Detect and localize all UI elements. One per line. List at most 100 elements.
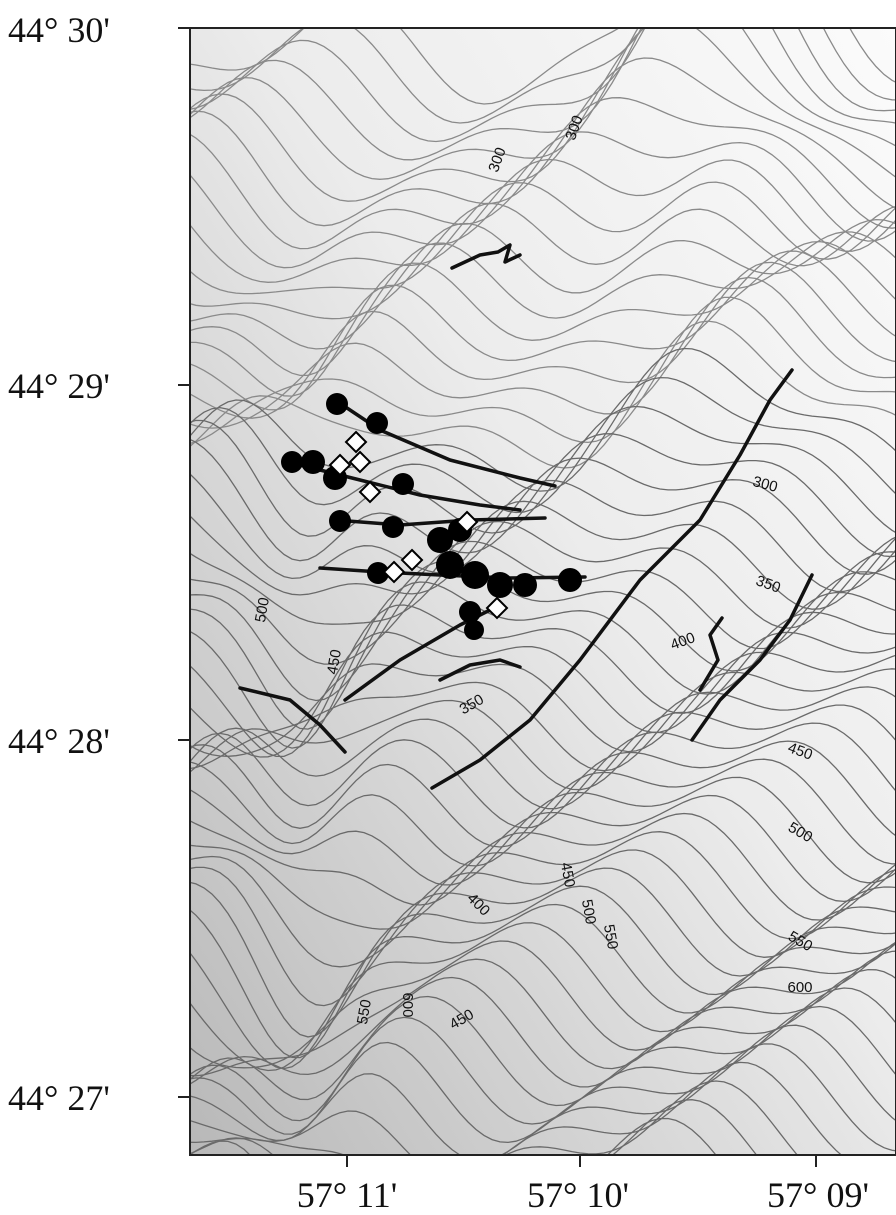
fault-line bbox=[333, 516, 547, 527]
latitude-label: 44° 28' bbox=[8, 721, 110, 761]
latitude-label: 44° 29' bbox=[8, 366, 110, 406]
longitude-label: 57° 09' bbox=[767, 1175, 869, 1215]
contour-label: 500 bbox=[252, 596, 273, 624]
contours bbox=[190, 28, 896, 1155]
contour-line bbox=[190, 28, 896, 161]
contour-line bbox=[190, 500, 896, 625]
contour-line bbox=[190, 686, 896, 791]
contour-line bbox=[190, 28, 896, 105]
station-dot bbox=[427, 527, 453, 553]
contour-line bbox=[190, 940, 896, 1069]
faults bbox=[238, 243, 814, 790]
station-diamond bbox=[455, 510, 479, 534]
contour-label: 500 bbox=[578, 898, 599, 926]
contour-line bbox=[190, 1005, 896, 1125]
contour-line bbox=[190, 240, 896, 397]
contour-line bbox=[190, 867, 896, 1038]
contour-line bbox=[190, 604, 896, 758]
contour-line bbox=[190, 776, 896, 886]
contour-line bbox=[190, 202, 896, 320]
black-dots bbox=[281, 393, 582, 640]
contour-line bbox=[190, 218, 896, 350]
contour-line bbox=[190, 320, 896, 469]
contour-line bbox=[190, 28, 896, 180]
ticks bbox=[178, 27, 817, 1167]
fault-line bbox=[450, 243, 522, 270]
latitude-labels: 44° 30' 44° 29' 44° 28' 44° 27' bbox=[8, 10, 110, 1118]
contour-line bbox=[190, 560, 896, 730]
contour-line bbox=[190, 405, 896, 537]
station-diamond bbox=[344, 430, 368, 454]
contour-line bbox=[190, 261, 896, 419]
fault-line bbox=[430, 368, 794, 790]
contour-line bbox=[190, 794, 896, 906]
contour-line bbox=[190, 903, 896, 1070]
contour-line bbox=[190, 433, 896, 562]
contour-label: 600 bbox=[787, 979, 812, 996]
contour-line bbox=[190, 231, 896, 377]
contour-line bbox=[190, 849, 896, 1007]
contour-line bbox=[190, 651, 896, 757]
contour-label: 550 bbox=[600, 923, 621, 951]
contour-label: 450 bbox=[324, 648, 345, 676]
station-dot bbox=[367, 562, 389, 584]
station-diamond bbox=[358, 480, 382, 504]
stations bbox=[281, 393, 582, 640]
contour-line bbox=[190, 28, 896, 124]
contour-line bbox=[190, 950, 896, 1077]
station-dot bbox=[461, 561, 489, 589]
contour-label: 450 bbox=[557, 861, 578, 889]
station-dot bbox=[281, 451, 303, 473]
station-dot bbox=[487, 572, 513, 598]
contour-line bbox=[190, 276, 896, 429]
station-dot bbox=[382, 516, 404, 538]
fault-line bbox=[333, 398, 557, 488]
contour-line bbox=[190, 1043, 896, 1155]
station-diamond bbox=[400, 548, 424, 572]
contour-line bbox=[190, 1080, 799, 1155]
fault-line bbox=[238, 686, 347, 754]
contour-line bbox=[190, 740, 896, 848]
station-diamond bbox=[348, 450, 372, 474]
contour-line bbox=[190, 520, 896, 665]
station-dot bbox=[436, 551, 464, 579]
contour-line bbox=[190, 1061, 843, 1155]
contour-line bbox=[190, 987, 896, 1107]
white-diamonds bbox=[328, 430, 509, 620]
contour-line bbox=[190, 57, 896, 227]
station-dot bbox=[366, 412, 388, 434]
contour-label: 550 bbox=[354, 998, 375, 1026]
fault-line bbox=[318, 566, 587, 580]
map-frame bbox=[189, 27, 896, 1156]
latitude-label: 44° 30' bbox=[8, 10, 110, 50]
latitude-label: 44° 27' bbox=[8, 1078, 110, 1118]
station-dot bbox=[329, 510, 351, 532]
station-diamond bbox=[328, 453, 352, 477]
station-dot bbox=[326, 393, 348, 415]
fault-line bbox=[690, 573, 814, 742]
contour-line bbox=[190, 885, 896, 1059]
station-dot bbox=[464, 620, 484, 640]
contour-label: 300 bbox=[751, 473, 780, 496]
contour-line bbox=[190, 668, 896, 772]
contour-line bbox=[190, 1024, 896, 1144]
longitude-label: 57° 10' bbox=[527, 1175, 629, 1215]
contour-line bbox=[190, 457, 896, 580]
station-dot bbox=[301, 450, 325, 474]
fault-line bbox=[698, 616, 724, 692]
contour-line bbox=[190, 831, 896, 968]
station-dot bbox=[392, 473, 414, 495]
station-dot bbox=[459, 601, 481, 623]
contour-line bbox=[190, 296, 896, 445]
station-diamond bbox=[485, 596, 509, 620]
contour-line bbox=[190, 347, 896, 492]
contour-line bbox=[190, 28, 896, 143]
contour-line bbox=[190, 158, 896, 283]
contour-line bbox=[190, 250, 896, 411]
contour-line bbox=[190, 812, 896, 930]
longitude-labels: 57° 11' 57° 10' 57° 09' bbox=[297, 1175, 869, 1215]
contour-line bbox=[190, 181, 896, 295]
station-dot bbox=[513, 573, 537, 597]
fault-line bbox=[438, 658, 522, 682]
